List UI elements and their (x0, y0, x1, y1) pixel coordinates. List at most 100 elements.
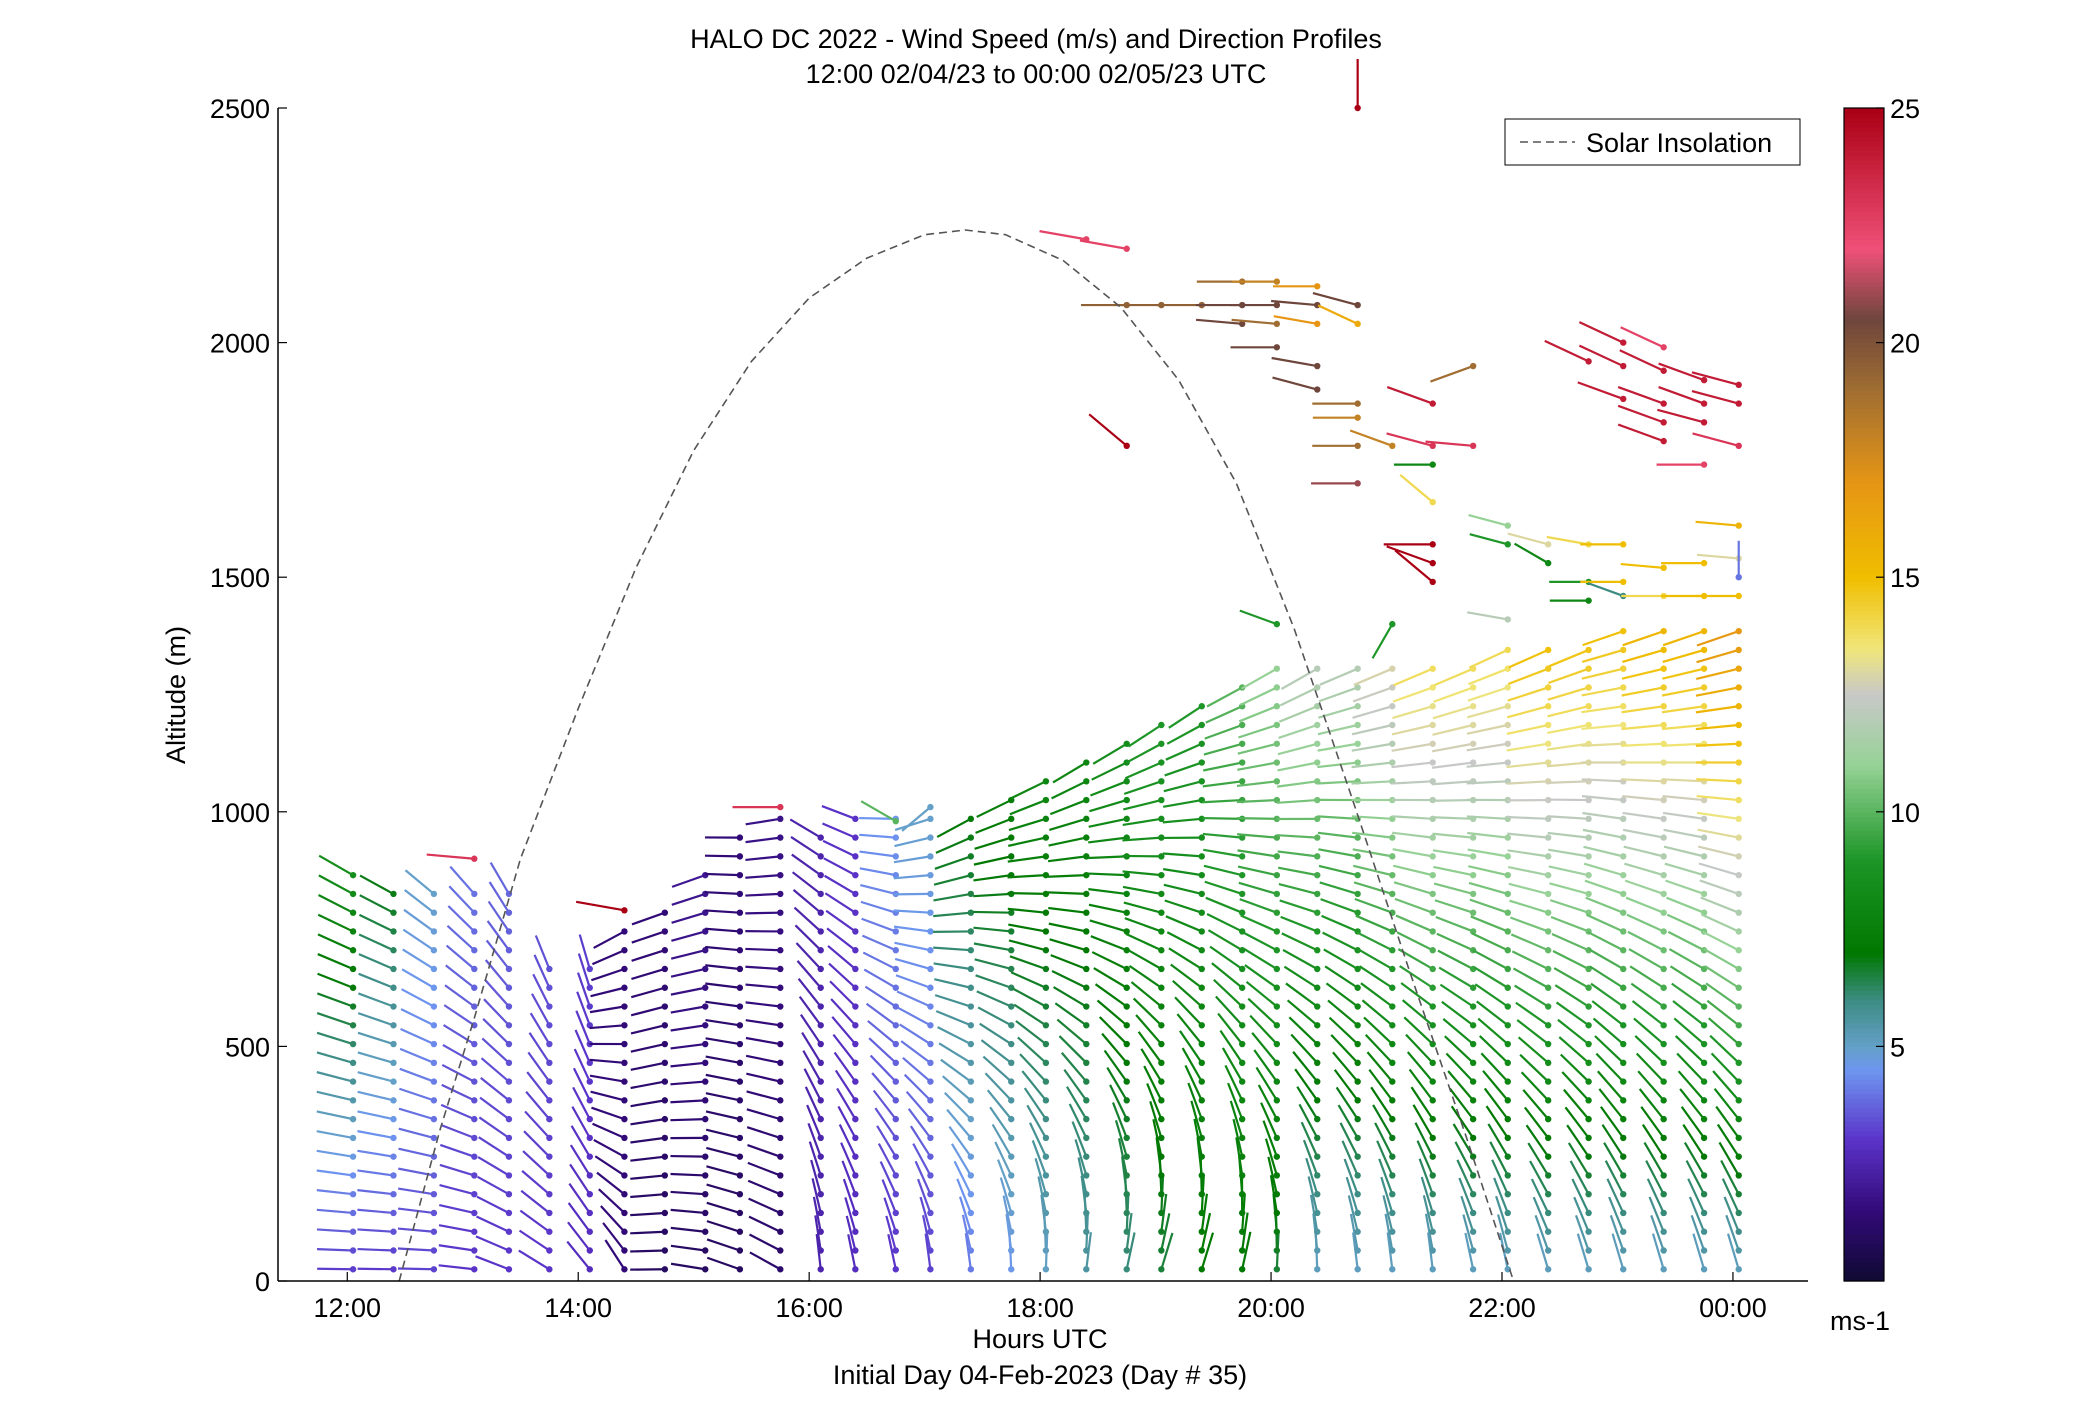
wind-barb-dot (1735, 627, 1742, 635)
wind-barb-dot (1008, 853, 1015, 860)
wind-barb (1493, 1177, 1509, 1214)
wind-barb-dot (430, 1266, 438, 1273)
wind-barb (1071, 1121, 1088, 1158)
wind-barb-dot (1314, 1059, 1321, 1067)
wind-barb-dot (505, 1115, 513, 1123)
wind-barb-dot (1123, 815, 1130, 823)
wind-barb (1277, 780, 1318, 788)
wind-barb-dot (661, 1040, 669, 1048)
wind-barb-dot (702, 1115, 709, 1123)
y-tick-label: 2500 (210, 94, 270, 124)
wind-barb-dot (505, 1078, 513, 1085)
wind-barb-dot (430, 965, 438, 973)
wind-barb (942, 1075, 972, 1102)
wind-barb-dot (1735, 665, 1742, 672)
wind-barb (747, 1144, 781, 1158)
wind-barb-dot (430, 1097, 438, 1104)
wind-barb (1351, 742, 1393, 752)
wind-barb-dot (621, 1059, 628, 1067)
wind-barb-dot (1504, 1172, 1511, 1179)
wind-barb-dot (1008, 1097, 1015, 1104)
wind-barb (1294, 1068, 1319, 1101)
wind-barb-dot (777, 1115, 784, 1123)
wind-barb (1317, 831, 1358, 839)
wind-barb-dot (927, 1022, 934, 1029)
upper-wind-barb (1578, 344, 1624, 368)
wind-barb (630, 1230, 665, 1235)
wind-barb (705, 1018, 741, 1027)
wind-barb-dot (777, 984, 784, 991)
wind-barb (1343, 1158, 1359, 1195)
wind-barb (1393, 881, 1434, 895)
wind-barb-dot (1042, 1078, 1050, 1085)
wind-barb (593, 1138, 625, 1158)
wind-barb-dot (967, 1209, 975, 1217)
wind-barb (317, 1267, 354, 1271)
wind-barb (397, 1247, 434, 1252)
upper-wind-barb-dot (1469, 362, 1477, 370)
wind-barb (1114, 1119, 1128, 1157)
wind-barb (1255, 1066, 1278, 1101)
wind-barb (1705, 982, 1740, 1008)
wind-barb (1305, 1157, 1319, 1195)
wind-barb-dot (1585, 853, 1592, 860)
x-axis-ticks: 12:00 14:00 16:00 18:00 20:00 22:00 00:00 (313, 1272, 1767, 1323)
wind-barb (897, 1006, 931, 1027)
wind-barb-dot (1123, 1247, 1130, 1254)
wind-barb (1410, 1086, 1434, 1120)
wind-barb-dot (927, 1209, 934, 1217)
wind-barb-dot (777, 1059, 784, 1067)
wind-barb-dot (1042, 871, 1050, 879)
wind-barb (905, 1090, 932, 1120)
wind-barb-dot (1314, 890, 1321, 898)
wind-barb (792, 889, 822, 914)
wind-barb (1280, 915, 1318, 933)
wind-barb (1318, 686, 1359, 703)
wind-barb-dot (1469, 853, 1477, 860)
upper-wind-barb-dot (1544, 559, 1552, 567)
wind-barb (1391, 742, 1433, 752)
upper-wind-barb (1620, 562, 1664, 569)
wind-barb-dot (1660, 1209, 1667, 1217)
wind-barb (907, 1108, 932, 1139)
wind-barb-dot (621, 928, 628, 935)
wind-barb (1219, 1030, 1244, 1064)
wind-barb-dot (777, 815, 784, 823)
wind-barb (1366, 1051, 1394, 1083)
y-axis-label: Altitude (m) (161, 626, 191, 764)
wind-barb (1090, 780, 1128, 797)
wind-barb-dot (471, 1003, 478, 1010)
wind-barb (448, 885, 476, 914)
wind-barb (996, 1159, 1013, 1195)
wind-barb-dot (1083, 796, 1090, 804)
wind-barb (1352, 848, 1393, 858)
wind-barb (1117, 1138, 1128, 1176)
wind-barb-dot (892, 1059, 899, 1067)
wind-barb-dot (349, 928, 357, 935)
wind-barb-dot (817, 1190, 824, 1198)
wind-barb-dot (390, 1247, 397, 1254)
wind-barb (1506, 761, 1549, 769)
wind-barb (631, 911, 666, 926)
wind-barb (811, 1178, 822, 1214)
wind-barb (1286, 999, 1318, 1027)
wind-barb-dot (1660, 1115, 1667, 1123)
wind-barb (593, 930, 625, 949)
wind-barb-dot (1042, 1097, 1050, 1104)
wind-barb (630, 1155, 665, 1162)
wind-barb-dot (1123, 1022, 1130, 1029)
upper-wind-barb-dot (1700, 400, 1708, 407)
wind-barb-dot (1158, 1022, 1165, 1029)
wind-barb (1601, 1124, 1625, 1158)
wind-barb-dot (546, 1078, 553, 1085)
wind-barb-dot (1158, 815, 1165, 823)
wind-barb-dot (1660, 646, 1667, 654)
wind-barb (1204, 880, 1243, 895)
wind-barb (1581, 667, 1624, 680)
upper-wind-barb (1079, 239, 1127, 250)
wind-barb-dot (430, 1209, 438, 1217)
wind-barb-dot (1504, 721, 1511, 729)
wind-barb-dot (817, 1134, 824, 1142)
wind-barb-dot (1238, 1078, 1246, 1085)
wind-barb-dot (621, 1097, 628, 1104)
